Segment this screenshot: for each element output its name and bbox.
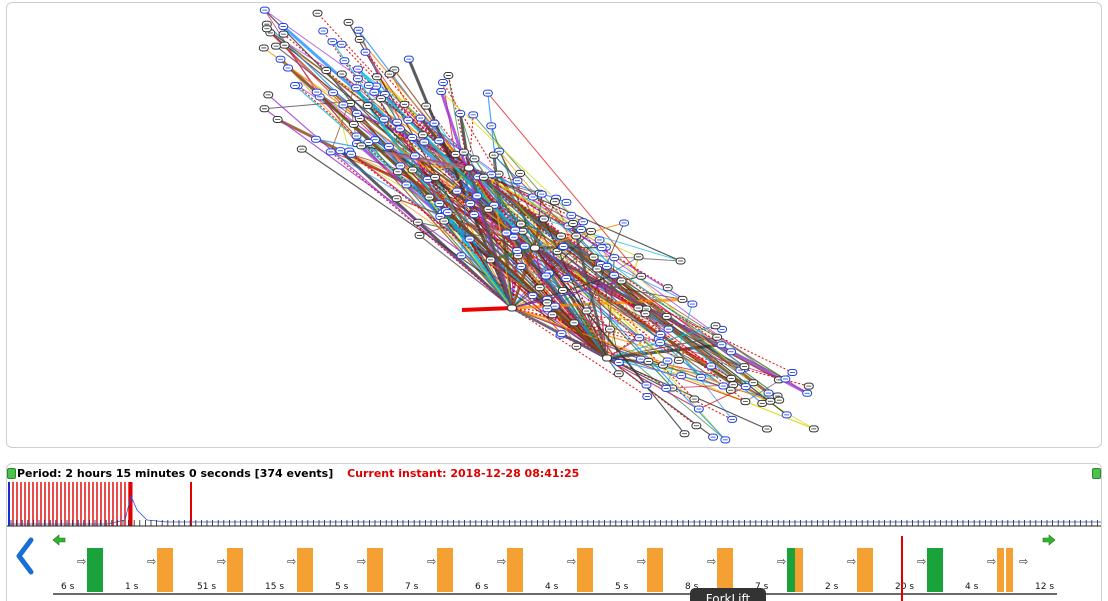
event-block-green[interactable] <box>87 548 103 592</box>
arrow-right-icon: ⇨ <box>77 555 86 568</box>
arrow-right-icon: ⇨ <box>497 555 506 568</box>
duration-label: 12 s <box>1035 582 1054 592</box>
timeline-header: Period: 2 hours 15 minutes 0 seconds [37… <box>17 467 579 480</box>
arrow-right-icon: ⇨ <box>917 555 926 568</box>
event-block-orange[interactable] <box>437 548 453 592</box>
green-arrow-right-icon[interactable] <box>1042 534 1056 546</box>
event-block-orange[interactable] <box>997 548 1004 592</box>
duration-label: 6 s <box>475 582 489 592</box>
current-instant: Current instant: 2018-12-28 08:41:25 <box>347 467 580 480</box>
network-graph-canvas[interactable] <box>7 3 1102 448</box>
event-block-green[interactable] <box>927 548 943 592</box>
duration-label: 15 s <box>265 582 284 592</box>
event-block-orange[interactable] <box>577 548 593 592</box>
event-density-curve <box>9 494 1101 525</box>
event-sequence-strip[interactable]: ⇨ ⇨ ⇨ ⇨ ⇨ ⇨ ⇨ ⇨ ⇨ ⇨ ⇨ ⇨ ⇨ ⇨ ⇨ 6 s 1 s 51 s 15 s 5 s 7 s 6 s 4 … <box>7 528 1102 601</box>
duration-label: 1 s <box>125 582 139 592</box>
network-graph-panel[interactable] <box>6 2 1102 448</box>
duration-label: 8 s <box>685 582 699 592</box>
event-block-orange[interactable] <box>647 548 663 592</box>
event-block-green[interactable] <box>787 548 795 592</box>
duration-label: 20 s <box>895 582 914 592</box>
histogram-ticks <box>10 520 1098 526</box>
duration-label: 4 s <box>965 582 979 592</box>
duration-label: 51 s <box>197 582 216 592</box>
duration-label: 2 s <box>825 582 839 592</box>
arrow-right-icon: ⇨ <box>777 555 786 568</box>
event-block-orange[interactable] <box>157 548 173 592</box>
event-block-orange[interactable] <box>795 548 803 592</box>
arrow-right-icon: ⇨ <box>987 555 996 568</box>
duration-label: 6 s <box>61 582 75 592</box>
period-summary: Period: 2 hours 15 minutes 0 seconds [37… <box>17 467 334 480</box>
graph-hub-node[interactable] <box>530 244 540 252</box>
arrow-right-icon: ⇨ <box>147 555 156 568</box>
duration-labels: 6 s 1 s 51 s 15 s 5 s 7 s 6 s 4 s 5 s 8 s 7 s 2 s 20… <box>61 582 1054 592</box>
chevron-left-icon[interactable] <box>16 537 34 575</box>
duration-label: 7 s <box>755 582 769 592</box>
duration-label: 7 s <box>405 582 419 592</box>
arrow-right-icon: ⇨ <box>357 555 366 568</box>
graph-hub-node[interactable] <box>507 304 517 312</box>
event-block-orange[interactable] <box>857 548 873 592</box>
graph-hub-node[interactable] <box>602 354 612 362</box>
event-block-orange[interactable] <box>367 548 383 592</box>
arrow-right-icon: ⇨ <box>567 555 576 568</box>
event-block-orange[interactable] <box>507 548 523 592</box>
graph-hub-node[interactable] <box>464 164 474 172</box>
event-histogram[interactable] <box>7 480 1102 528</box>
graph-nodes[interactable] <box>258 6 819 444</box>
hover-tooltip: ForkLift <box>690 588 766 601</box>
event-markers <box>12 482 192 526</box>
event-block-orange[interactable] <box>1006 548 1013 592</box>
duration-label: 5 s <box>335 582 349 592</box>
corner-right-icon[interactable] <box>1092 468 1101 479</box>
sequence-events[interactable]: ⇨ ⇨ ⇨ ⇨ ⇨ ⇨ ⇨ ⇨ ⇨ ⇨ ⇨ ⇨ ⇨ ⇨ ⇨ <box>77 548 1028 592</box>
duration-label: 4 s <box>545 582 559 592</box>
green-arrow-left-icon[interactable] <box>52 534 66 546</box>
event-block-orange[interactable] <box>297 548 313 592</box>
arrow-right-icon: ⇨ <box>847 555 856 568</box>
arrow-right-icon: ⇨ <box>217 555 226 568</box>
corner-left-icon[interactable] <box>7 468 16 479</box>
event-block-orange[interactable] <box>227 548 243 592</box>
arrow-right-icon: ⇨ <box>287 555 296 568</box>
timeline-panel: Period: 2 hours 15 minutes 0 seconds [37… <box>6 463 1102 601</box>
arrow-right-icon: ⇨ <box>427 555 436 568</box>
duration-label: 5 s <box>615 582 629 592</box>
event-block-orange[interactable] <box>717 548 733 592</box>
arrow-right-icon: ⇨ <box>637 555 646 568</box>
arrow-right-icon: ⇨ <box>707 555 716 568</box>
arrow-right-icon: ⇨ <box>1019 555 1028 568</box>
